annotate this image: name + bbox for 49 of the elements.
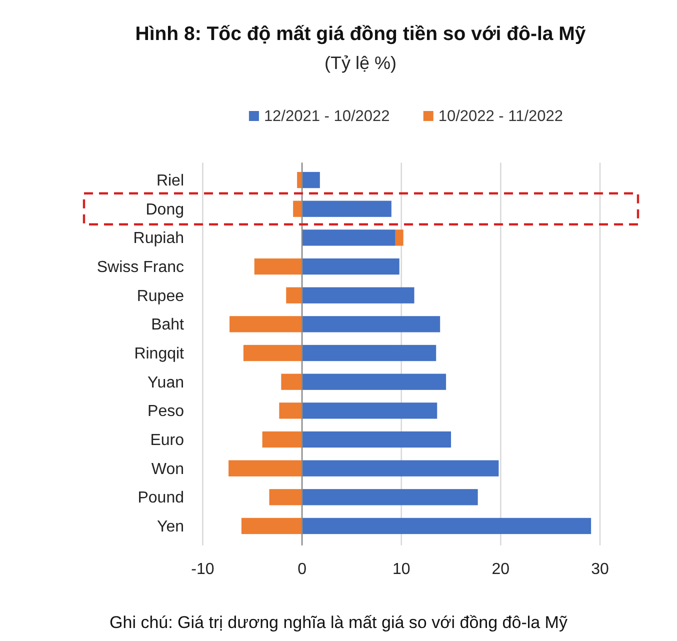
bar — [302, 344, 436, 362]
x-tick-label: -10 — [191, 561, 214, 578]
y-tick-label: Swiss Franc — [96, 259, 184, 276]
y-tick-label: Riel — [156, 172, 184, 190]
y-tick-label: Rupiah — [133, 230, 184, 248]
bar — [302, 258, 400, 275]
bar — [279, 402, 302, 419]
bar — [302, 316, 440, 332]
y-tick-label: Rupee — [136, 288, 184, 305]
bar — [302, 518, 592, 534]
bar — [302, 489, 478, 506]
y-tick-label: Won — [151, 460, 184, 478]
chart-title: Hình 8: Tốc độ mất giá đồng tiền so với đô-la Mỹ — [135, 23, 586, 45]
bar — [302, 200, 392, 217]
bar — [254, 258, 302, 275]
y-tick-label: Peso — [148, 403, 184, 420]
y-tick-label: Yuan — [148, 374, 184, 392]
chart-subtitle: (Tỷ lệ %) — [324, 53, 396, 73]
bar — [286, 287, 302, 304]
x-tick-label: 10 — [392, 561, 410, 578]
x-tick-label: 20 — [492, 561, 510, 578]
y-tick-label: Baht — [151, 316, 185, 334]
y-tick-label: Dong — [146, 201, 184, 218]
bar — [302, 431, 452, 448]
bar — [241, 518, 302, 534]
y-tick-label: Pound — [138, 490, 184, 507]
bar — [302, 172, 320, 188]
bar — [281, 374, 302, 390]
text: Ghi chú: Giá trị dương nghĩa là mất giá so với đồng đô-la Mỹ — [110, 613, 568, 632]
bar — [302, 460, 499, 476]
x-tick-label: 30 — [591, 561, 609, 578]
legend-label: 12/2021 - 10/2022 — [264, 108, 390, 125]
bar — [269, 489, 302, 506]
bar — [243, 344, 302, 362]
y-tick-label: Ringqit — [134, 346, 185, 362]
bar — [302, 402, 438, 419]
bar — [302, 287, 414, 304]
bar — [302, 374, 446, 390]
bar — [395, 230, 404, 246]
x-tick-label: 0 — [298, 561, 307, 578]
bar — [228, 460, 302, 476]
bar — [230, 316, 302, 332]
bar — [302, 230, 396, 246]
bar — [293, 200, 302, 217]
legend-label: 10/2022 - 11/2022 — [438, 108, 564, 125]
bar — [262, 431, 302, 448]
bar — [297, 172, 302, 188]
y-tick-label: Euro — [150, 432, 184, 449]
y-tick-label: Yen — [157, 518, 184, 536]
